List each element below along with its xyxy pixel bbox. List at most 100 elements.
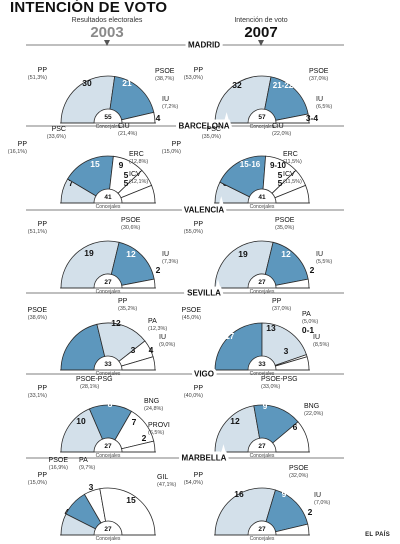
- sevilla-right-segment-psoe: [214, 322, 263, 371]
- barcelona-right-pct-pp: (15,0%): [162, 149, 181, 155]
- valencia-left-party-iu: IU: [162, 251, 169, 258]
- sevilla-right-party-pa: PA: [302, 311, 311, 318]
- madrid-left-pct-pp: (51,3%): [28, 75, 47, 81]
- barcelona-left-pct-erc: (12,8%): [129, 159, 148, 165]
- barcelona-left-pct-psc: (33,6%): [47, 134, 66, 140]
- vigo-left-pct-psoe-psg: (28,1%): [80, 384, 99, 390]
- madrid-left-party-pp: PP: [38, 67, 48, 74]
- source-credit: EL PAÍS: [365, 532, 390, 538]
- barcelona-right-party-psc: PSC: [207, 126, 221, 133]
- madrid-right-party-pp: PP: [194, 67, 204, 74]
- madrid-left-pct-psoe: (38,7%): [155, 76, 174, 82]
- madrid-left-segment-psoe: [109, 76, 155, 121]
- marbella-right-seats-psoe: 9: [282, 489, 287, 499]
- marbella-left-pct-pp: (15,0%): [28, 480, 47, 486]
- vigo-left-pct-pp: (33,1%): [28, 393, 47, 399]
- marbella-left-seats-pa: 3: [89, 482, 94, 492]
- city-title-madrid: MADRID: [188, 41, 220, 50]
- sevilla-left-party-pa: PA: [148, 318, 157, 325]
- barcelona-left-party-erc: ERC: [129, 151, 144, 158]
- left-column-label: Resultados electorales: [71, 17, 143, 24]
- valencia-left-segment-pp: [60, 240, 120, 289]
- valencia-right-pct-pp: (55,0%): [184, 229, 203, 235]
- madrid-left-party-iu: IU: [162, 96, 169, 103]
- city-title-barcelona: BARCELONA: [178, 122, 229, 131]
- vigo-right-concejales-label: Concejales: [250, 453, 275, 459]
- vigo-left-party-pp: PP: [38, 385, 48, 392]
- barcelona-right-concejales-label: Concejales: [250, 204, 275, 210]
- left-column-arrow-icon: [104, 40, 110, 46]
- barcelona-left-seats-pp: 7: [69, 178, 74, 188]
- valencia-right-seats-iu: 2: [310, 265, 315, 275]
- vigo-left-party-provi: PROVI: [148, 422, 170, 429]
- marbella-right-seats-iu: 2: [308, 507, 313, 517]
- marbella-left-total-seats: 27: [104, 526, 112, 533]
- sevilla-right-seats-pa: 0-1: [302, 325, 315, 335]
- sevilla-right-seats-pp: 13: [266, 323, 276, 333]
- vigo-left-total-seats: 27: [104, 443, 112, 450]
- valencia-left-pct-pp: (51,1%): [28, 229, 47, 235]
- city-title-valencia: VALENCIA: [184, 206, 225, 215]
- marbella-left-party-pp: PP: [38, 472, 48, 479]
- barcelona-right-pct-psc: (35,0%): [202, 134, 221, 140]
- vigo-left-seats-psoe-psg: 8: [108, 399, 113, 409]
- barcelona-left-pct-icv: (12,1%): [129, 179, 148, 185]
- barcelona-right-pct-ciu: (22,0%): [272, 131, 291, 137]
- barcelona-right-party-erc: ERC: [283, 151, 298, 158]
- left-column-year: 2003: [90, 24, 124, 41]
- marbella-right-seats-pp: 16: [234, 489, 244, 499]
- sevilla-left-party-psoe: PSOE: [28, 307, 48, 314]
- madrid-left-total-seats: 55: [104, 114, 112, 121]
- marbella-right-party-pp: PP: [194, 472, 204, 479]
- right-column-year: 2007: [244, 24, 278, 41]
- vigo-left-pct-provi: (6,5%): [148, 430, 164, 436]
- barcelona-right-total-seats: 41: [258, 194, 266, 201]
- madrid-right-total-seats: 57: [258, 114, 266, 121]
- marbella-left-seats-psoe: 5: [72, 490, 77, 500]
- barcelona-left-party-ciu: CiU: [118, 123, 130, 130]
- marbella-right-total-seats: 27: [258, 526, 266, 533]
- madrid-left-party-psoe: PSOE: [155, 68, 175, 75]
- madrid-right-party-iu: IU: [316, 96, 323, 103]
- vigo-left-party-psoe-psg: PSOE-PSG: [76, 376, 113, 383]
- barcelona-left-seats-erc: 5: [124, 170, 129, 180]
- vigo-right-pct-psoe-psg: (33,0%): [261, 384, 280, 390]
- vigo-right-total-seats: 27: [258, 443, 266, 450]
- valencia-left-pct-iu: (7,3%): [162, 259, 178, 265]
- sevilla-right-total-seats: 33: [258, 361, 266, 368]
- vigo-left-concejales-label: Concejales: [96, 453, 121, 459]
- barcelona-left-seats-icv: 5: [124, 178, 129, 188]
- madrid-left-segment-pp: [60, 75, 116, 124]
- vigo-left-seats-pp: 10: [76, 416, 86, 426]
- barcelona-right-seats-erc: 5: [278, 170, 283, 180]
- madrid-left-pct-iu: (7,2%): [162, 104, 178, 110]
- vigo-right-pct-bng: (22,0%): [304, 411, 323, 417]
- madrid-right-pct-psoe: (37,0%): [309, 76, 328, 82]
- valencia-right-party-iu: IU: [316, 251, 323, 258]
- sevilla-right-seats-iu: 3: [284, 346, 289, 356]
- barcelona-right-pct-erc: (11,5%): [283, 159, 302, 165]
- vigo-right-pct-pp: (40,0%): [184, 393, 203, 399]
- marbella-right-pct-iu: (7,0%): [314, 500, 330, 506]
- sevilla-right-party-iu: IU: [313, 334, 320, 341]
- barcelona-right-party-icv: ICV: [283, 171, 295, 178]
- vigo-right-party-pp: PP: [194, 385, 204, 392]
- vigo-right-segment-pp: [214, 405, 261, 453]
- sevilla-left-total-seats: 33: [104, 361, 112, 368]
- madrid-right-pct-pp: (53,0%): [184, 75, 203, 81]
- madrid-right-segment-pp: [214, 75, 272, 124]
- marbella-left-seats-gil: 15: [126, 495, 136, 505]
- madrid-left-seats-iu: 4: [156, 113, 161, 123]
- madrid-left-seats-pp: 30: [82, 78, 92, 88]
- right-column-label: Intención de voto: [234, 17, 288, 24]
- sevilla-right-pct-iu: (8,5%): [313, 342, 329, 348]
- sevilla-left-pct-pa: (12,3%): [148, 326, 167, 332]
- marbella-left-pct-gil: (47,1%): [157, 482, 176, 488]
- sevilla-left-pct-psoe: (38,6%): [28, 315, 47, 321]
- barcelona-right-seats-ciu: 9-10: [270, 161, 287, 170]
- valencia-left-concejales-label: Concejales: [96, 289, 121, 295]
- valencia-right-pct-psoe: (35,0%): [275, 225, 294, 231]
- barcelona-right-seats-psc: 15-16: [240, 160, 261, 169]
